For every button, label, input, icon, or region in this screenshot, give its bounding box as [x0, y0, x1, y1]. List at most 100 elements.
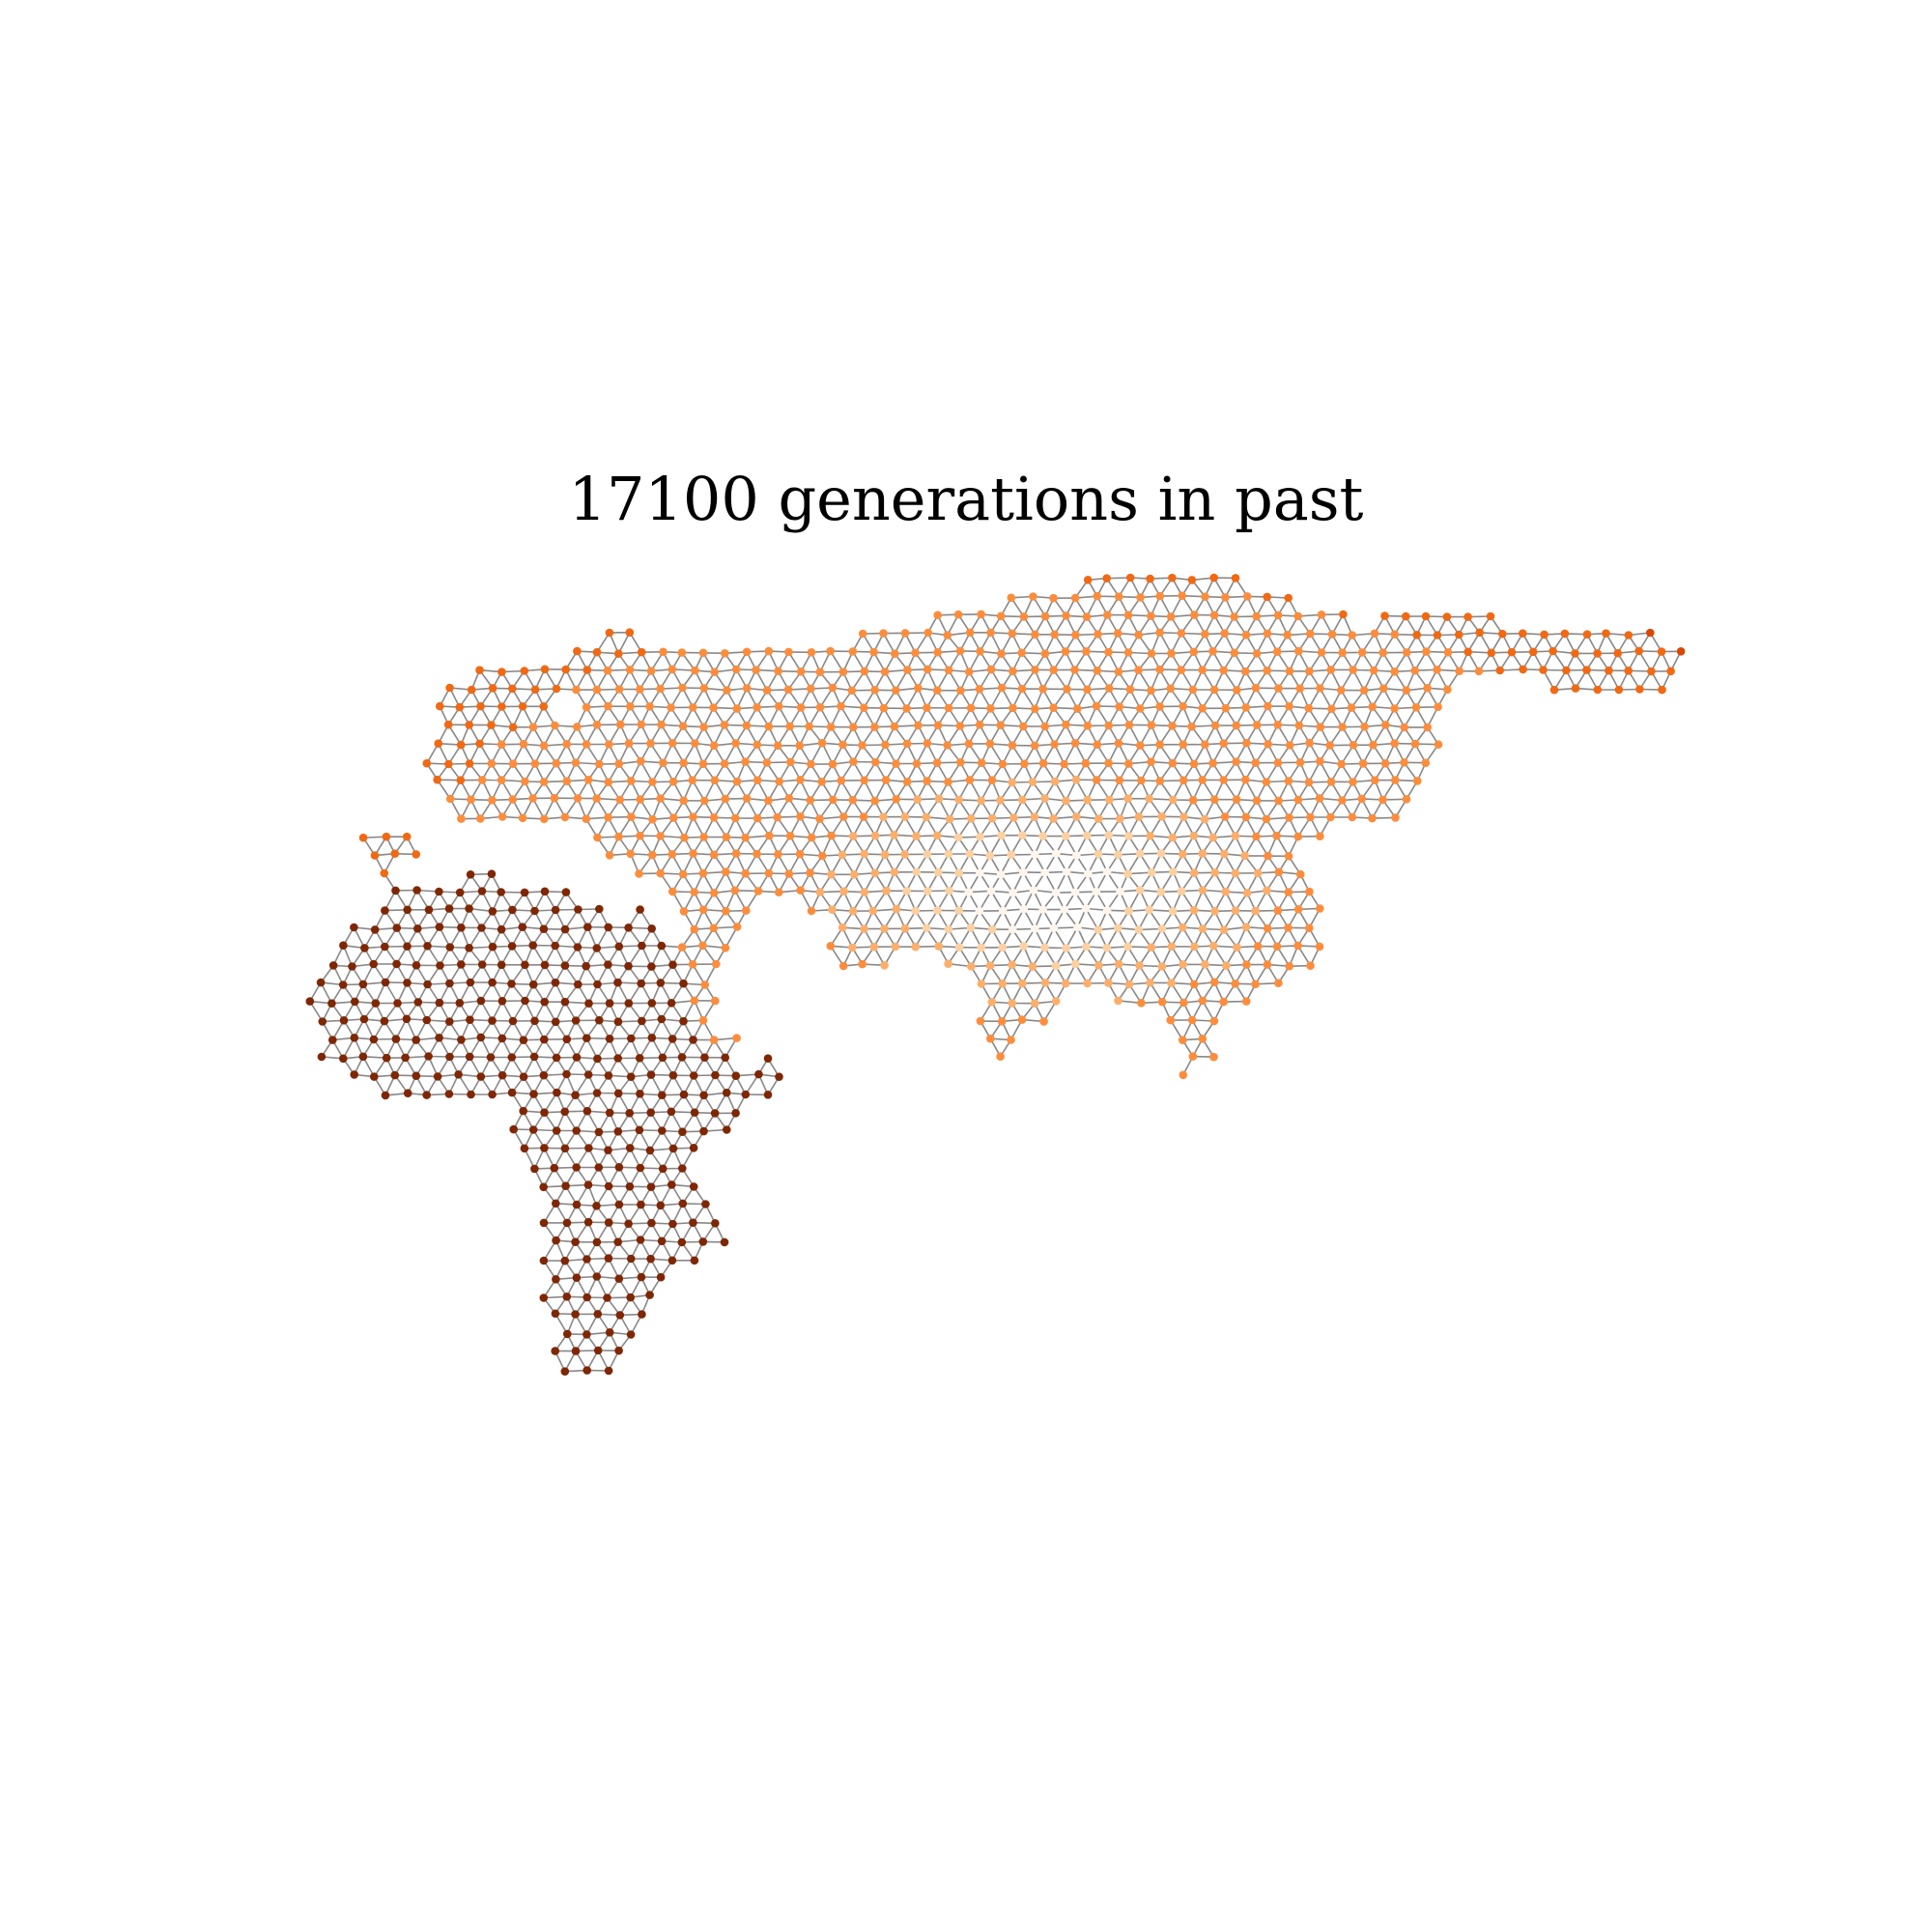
deme-node — [497, 1070, 507, 1080]
deme-node — [700, 1053, 709, 1062]
deme-node — [571, 1016, 581, 1025]
deme-node — [731, 739, 740, 748]
deme-node — [1284, 923, 1293, 932]
deme-node — [690, 1256, 699, 1265]
deme-node — [1208, 833, 1218, 842]
deme-node — [351, 997, 359, 1007]
deme-node — [467, 1090, 475, 1099]
deme-node — [1040, 649, 1050, 658]
deme-node — [328, 1036, 337, 1044]
deme-node — [1134, 925, 1143, 934]
deme-node — [381, 1091, 390, 1100]
deme-node — [625, 1109, 634, 1118]
deme-node — [1188, 796, 1198, 805]
deme-node — [997, 831, 1006, 840]
deme-node — [1582, 666, 1591, 674]
deme-node — [539, 1256, 549, 1265]
deme-node — [646, 1254, 655, 1264]
deme-node — [613, 1017, 623, 1026]
deme-node — [1284, 852, 1293, 861]
deme-node — [730, 886, 740, 895]
deme-node — [1443, 685, 1452, 695]
deme-node — [1272, 647, 1282, 656]
deme-node — [626, 1330, 636, 1339]
deme-node — [1263, 666, 1271, 675]
deme-node — [1317, 648, 1326, 657]
deme-node — [838, 961, 848, 971]
deme-node — [817, 738, 827, 748]
deme-node — [933, 721, 943, 730]
deme-node — [699, 684, 709, 693]
deme-node — [1031, 630, 1039, 639]
deme-node — [1049, 814, 1058, 823]
deme-node — [667, 703, 675, 712]
deme-node — [614, 1346, 623, 1355]
deme-node — [1400, 758, 1408, 767]
deme-node — [698, 905, 708, 914]
deme-node — [689, 1218, 697, 1227]
deme-node — [1083, 979, 1092, 988]
deme-node — [403, 1089, 412, 1097]
deme-node — [1474, 667, 1484, 676]
deme-node — [1284, 888, 1293, 896]
deme-node — [900, 629, 910, 638]
deme-node — [1272, 831, 1281, 840]
deme-node — [710, 1109, 720, 1118]
deme-node — [624, 1219, 633, 1229]
deme-node — [457, 1036, 466, 1044]
deme-node — [1125, 685, 1135, 694]
deme-node — [1378, 648, 1387, 657]
deme-node — [1157, 812, 1166, 821]
deme-node — [1050, 777, 1060, 786]
deme-node — [881, 776, 891, 784]
deme-node — [422, 758, 432, 768]
deme-node — [475, 666, 484, 674]
deme-node — [572, 1126, 581, 1135]
deme-node — [1051, 888, 1061, 897]
deme-node — [582, 1366, 591, 1375]
deme-node — [658, 1053, 668, 1063]
deme-node — [626, 849, 635, 859]
deme-node — [614, 1163, 624, 1172]
deme-node — [560, 1256, 570, 1265]
deme-node — [1157, 924, 1167, 933]
deme-node — [604, 778, 613, 786]
deme-node — [679, 1016, 688, 1026]
deme-node — [1562, 666, 1571, 675]
deme-node — [1082, 612, 1092, 621]
deme-node — [530, 759, 540, 768]
deme-node — [592, 1272, 602, 1281]
deme-node — [710, 776, 720, 785]
deme-node — [1421, 758, 1431, 767]
deme-node — [445, 1017, 454, 1026]
deme-node — [677, 943, 687, 952]
deme-node — [584, 999, 593, 1008]
deme-node — [391, 1035, 401, 1043]
deme-node — [604, 1218, 613, 1227]
deme-node — [593, 1054, 602, 1064]
deme-node — [1008, 778, 1017, 787]
deme-node — [561, 1181, 570, 1190]
deme-node — [317, 1052, 327, 1062]
deme-node — [892, 904, 901, 914]
deme-node — [1018, 979, 1027, 988]
deme-node — [605, 1035, 614, 1043]
deme-node — [987, 924, 997, 934]
deme-node — [1070, 666, 1079, 674]
deme-node — [435, 887, 443, 896]
deme-node — [1147, 686, 1155, 696]
deme-node — [945, 886, 953, 895]
deme-node — [774, 850, 782, 859]
deme-node — [528, 980, 538, 989]
deme-node — [943, 741, 952, 750]
deme-node — [477, 776, 487, 784]
deme-node — [1240, 851, 1249, 861]
deme-node — [403, 942, 412, 951]
deme-node — [369, 1035, 379, 1044]
deme-node — [583, 923, 592, 931]
deme-node — [668, 1144, 678, 1153]
deme-node — [635, 1125, 644, 1135]
deme-node — [699, 1126, 708, 1136]
deme-node — [1071, 775, 1081, 784]
